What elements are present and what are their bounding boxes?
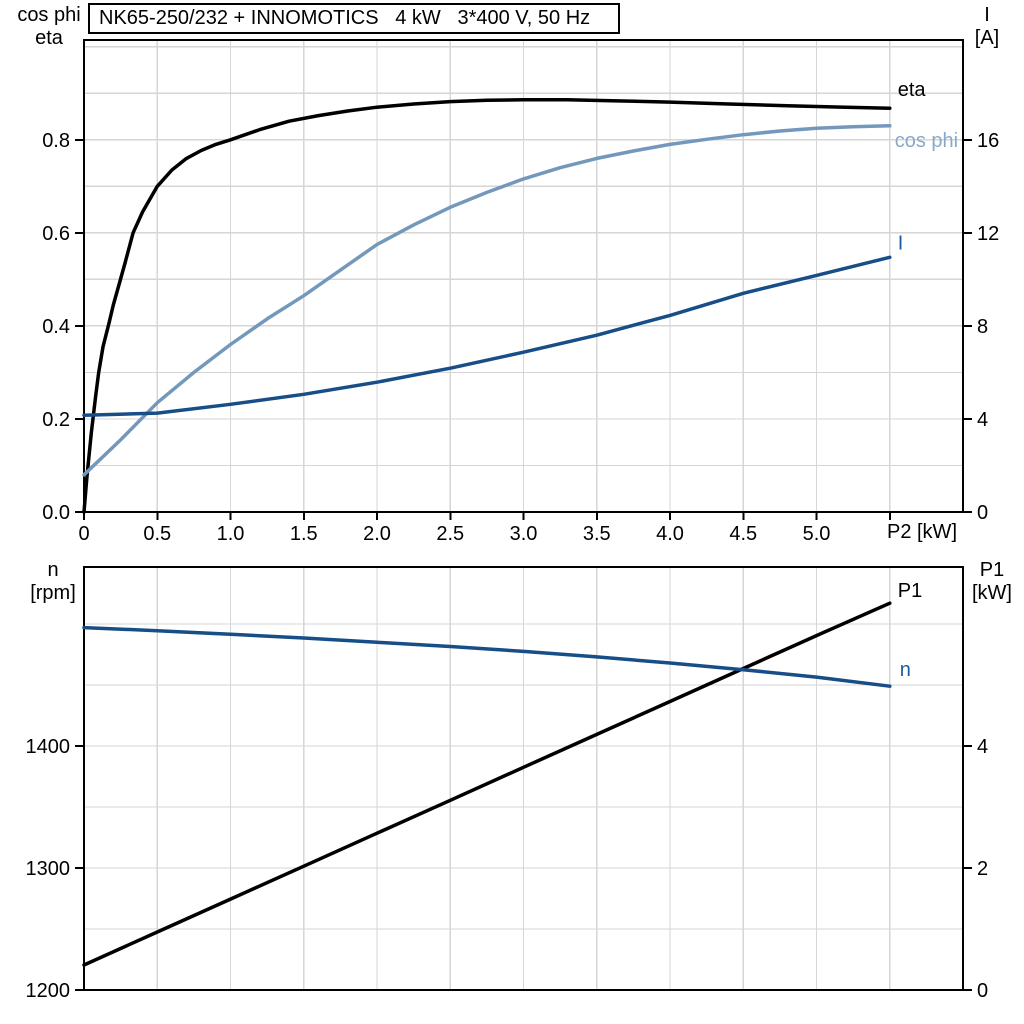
tick-label: 0	[977, 980, 988, 1002]
tick-label: 4.5	[729, 523, 757, 545]
series-P1	[82, 601, 892, 967]
tick-label: 12	[977, 223, 999, 245]
tick-label: 1.5	[290, 523, 318, 545]
tick-label: 0	[977, 502, 988, 524]
top-right-axis-title: I [A]	[956, 4, 1018, 50]
axis-title-p1-unit: [kW]	[972, 582, 1012, 604]
series-eta	[82, 98, 892, 514]
axis-title-speed: n	[47, 559, 59, 581]
tick-label: 1.0	[217, 523, 245, 545]
axis-title-cos-phi: cos phi	[17, 4, 81, 26]
tick-label: 16	[977, 130, 999, 152]
gridlines	[84, 40, 963, 512]
tick-label: 8	[977, 316, 988, 338]
series-cos-phi	[82, 124, 892, 477]
top-chart: 0.0 0.2 0.4 0.6 0.8 0 4 8 12 16 0 0.5 1.0 1.5 2.0 2.5 3.…	[42, 39, 999, 545]
curve-label-cos-phi: cos phi	[895, 130, 958, 152]
tick-label: 2.5	[436, 523, 464, 545]
tick-label: 0.4	[42, 316, 70, 338]
axis-title-current-unit: [A]	[974, 27, 1000, 49]
tick-label: 5.0	[803, 523, 831, 545]
tick-label: 0.5	[143, 523, 171, 545]
tick-label: 1400	[26, 736, 71, 758]
tick-label: 0.2	[42, 409, 70, 431]
chart-title: NK65-250/232 + INNOMOTICS 4 kW 3*400 V, …	[99, 7, 591, 29]
tick-label: 4	[977, 409, 988, 431]
curve-label-eta: eta	[898, 79, 927, 101]
curve-label-P1: P1	[898, 580, 922, 602]
top-left-axis-title: cos phi eta	[4, 4, 94, 50]
series-n	[82, 625, 892, 688]
axis-title-p1: P1	[979, 559, 1005, 581]
tick-label: 2	[977, 858, 988, 880]
tick-label: 0.6	[42, 223, 70, 245]
tick-label: 1200	[26, 980, 71, 1002]
series-I	[82, 255, 892, 417]
curve-label-I: I	[898, 232, 904, 254]
gridlines	[84, 567, 963, 990]
bottom-chart: 1200 1300 1400 0 2 4 P1 n	[26, 566, 989, 1002]
tick-label: 4.0	[656, 523, 684, 545]
tick-marks	[75, 744, 972, 991]
x-axis-title-p2: P2 [kW]	[886, 521, 957, 543]
tick-label: 0.0	[42, 502, 70, 524]
tick-label: 2.0	[363, 523, 391, 545]
tick-label: 4	[977, 736, 988, 758]
bottom-left-axis-title: n [rpm]	[13, 559, 93, 605]
tick-label: 3.0	[510, 523, 538, 545]
axis-title-speed-unit: [rpm]	[30, 582, 76, 604]
tick-label: 0	[78, 523, 89, 545]
plot-frame	[83, 566, 964, 991]
chart-title-box: NK65-250/232 + INNOMOTICS 4 kW 3*400 V, …	[88, 3, 620, 34]
curve-label-n: n	[900, 659, 911, 681]
tick-labels: 1200 1300 1400 0 2 4	[26, 736, 989, 1002]
tick-label: 3.5	[583, 523, 611, 545]
axis-title-eta: eta	[35, 27, 63, 49]
tick-label: 0.8	[42, 130, 70, 152]
axis-title-current: I	[984, 4, 990, 26]
tick-label: 1300	[26, 858, 71, 880]
tick-labels: 0.0 0.2 0.4 0.6 0.8 0 4 8 12 16 0 0.5 1.0 1.5 2.0 2.5 3.…	[42, 130, 999, 545]
bottom-right-axis-title: P1 [kW]	[960, 559, 1024, 605]
tick-marks	[75, 138, 972, 520]
